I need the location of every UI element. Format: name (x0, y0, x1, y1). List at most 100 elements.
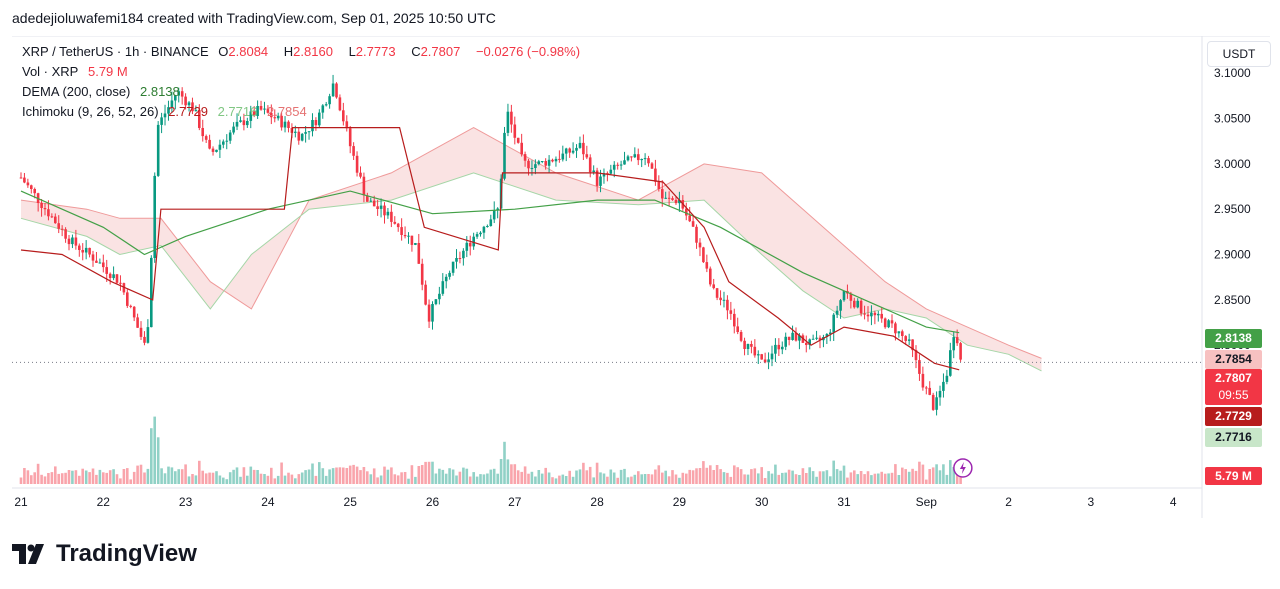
volume-bar (184, 464, 187, 484)
price-tick-label: 3.0500 (1214, 112, 1251, 126)
volume-bar (894, 464, 897, 484)
chart-credit: adedejioluwafemi184 created with Trading… (12, 10, 496, 26)
candle-body (410, 235, 414, 245)
volume-bar (702, 461, 705, 484)
volume-bar (180, 469, 184, 484)
volume-bar (558, 475, 561, 484)
candle-body (815, 337, 818, 339)
candle-body (811, 338, 815, 340)
candle-body (383, 205, 386, 216)
candle-body (324, 104, 328, 106)
volume-bar (588, 466, 592, 484)
candle-body (640, 159, 643, 161)
volume-bar (482, 474, 486, 484)
candle-body (102, 262, 105, 268)
candle-body (863, 313, 866, 315)
candle-body (688, 215, 691, 222)
date-tick-label: 3 (1088, 495, 1095, 509)
symbol-label[interactable]: XRP / TetherUS · 1h · BINANCE (22, 44, 209, 59)
candle-body (918, 360, 921, 374)
candle-body (455, 258, 458, 262)
candle-body (194, 110, 198, 112)
volume-bar (19, 477, 23, 484)
candle-body (372, 200, 376, 207)
candle-body (249, 111, 253, 121)
candle-body (880, 313, 883, 319)
candle-body (626, 156, 630, 161)
currency-button[interactable]: USDT (1207, 41, 1271, 67)
candle-body (808, 339, 811, 345)
volume-bar (335, 467, 338, 484)
volume-bar (746, 474, 750, 484)
volume-bar (602, 473, 606, 484)
volume-bar (407, 478, 410, 484)
candle-body (612, 164, 616, 170)
volume-bar (829, 476, 832, 484)
candle-body (201, 128, 204, 137)
volume-bar (856, 474, 859, 484)
volume-bar (935, 464, 938, 484)
legend-volume-row: Vol · XRP 5.79 M (22, 62, 586, 82)
candle-body (184, 96, 187, 106)
volume-bar (386, 469, 390, 484)
candle-body (606, 173, 609, 175)
volume-bar (719, 469, 722, 484)
volume-bar (366, 471, 369, 484)
volume-bar (201, 470, 204, 484)
candle-body (866, 314, 870, 317)
price-tick-label: 2.8500 (1214, 293, 1251, 307)
candle-body (386, 211, 390, 216)
volume-bar (43, 476, 47, 484)
date-tick-label: 30 (755, 495, 769, 509)
volume-bar (252, 469, 256, 484)
candle-body (266, 108, 270, 113)
volume-bar (733, 465, 736, 484)
volume-bar (551, 477, 554, 484)
candle-body (798, 335, 801, 341)
volume-bar (102, 472, 105, 484)
volume-bar (890, 472, 894, 484)
volume-bar (808, 467, 811, 484)
volume-bar (355, 466, 359, 484)
volume-bar (359, 470, 362, 484)
volume-bar (167, 466, 170, 484)
candle-body (396, 223, 400, 228)
candle-body (695, 226, 698, 243)
volume-bar (757, 473, 760, 484)
volume-bar (506, 459, 510, 484)
volume-bar (249, 466, 253, 484)
price-tick-label: 2.9500 (1214, 202, 1251, 216)
volume-bar (431, 461, 434, 484)
candle-body (232, 126, 235, 133)
volume-bar (887, 473, 890, 484)
candle-body (523, 154, 527, 161)
volume-bar (283, 475, 287, 484)
volume-bar (266, 475, 270, 484)
ichimoku-cloud (20, 127, 1042, 372)
candle-body (222, 141, 225, 145)
candle-body (959, 343, 962, 360)
candle-body (705, 262, 709, 269)
date-tick-label: 21 (14, 495, 28, 509)
volume-bar (50, 472, 54, 484)
volume-bar (146, 468, 150, 484)
volume-bar (685, 473, 688, 484)
volume-bar (211, 472, 215, 484)
candle-body (805, 342, 808, 345)
volume-label[interactable]: Vol · XRP (22, 64, 79, 79)
volume-bar (568, 470, 571, 484)
volume-bar (462, 467, 465, 484)
tradingview-logo[interactable]: TradingView (12, 540, 197, 568)
candle-body (33, 189, 36, 194)
price-tick-label: 2.9000 (1214, 248, 1251, 262)
candle-body (588, 157, 592, 173)
volume-bar (290, 474, 294, 484)
candle-body (112, 274, 115, 279)
candle-body (54, 216, 57, 224)
dema-label[interactable]: DEMA (200, close) (22, 84, 131, 99)
ichimoku-label[interactable]: Ichimoku (9, 26, 52, 26) (22, 104, 159, 119)
candle-body (835, 310, 839, 315)
volume-bar (424, 461, 427, 484)
date-tick-label: 27 (508, 495, 522, 509)
candle-body (901, 331, 904, 336)
